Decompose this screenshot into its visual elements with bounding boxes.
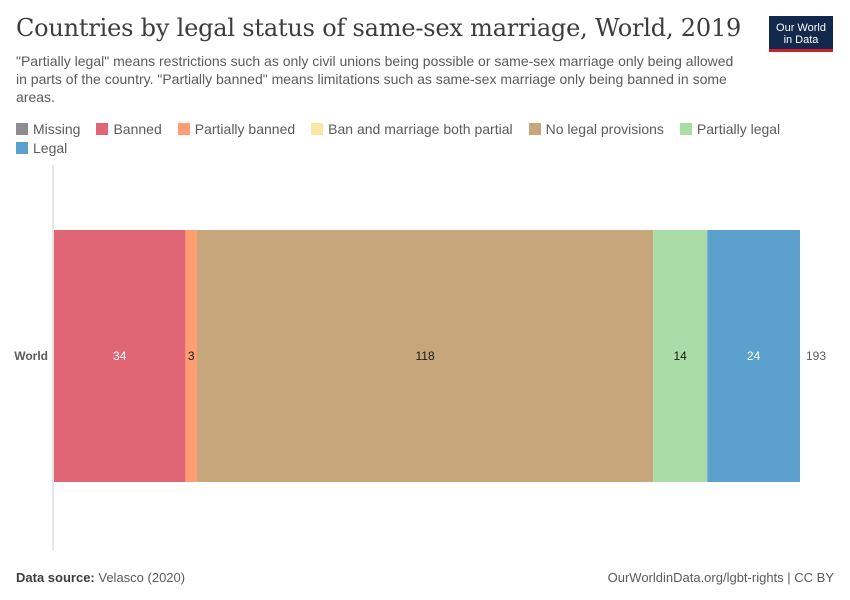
data-label: 14 [673, 349, 687, 363]
data-label: 3 [188, 349, 195, 363]
legend-item[interactable]: Legal [16, 139, 67, 156]
chart-subtitle: "Partially legal" means restrictions suc… [16, 53, 734, 105]
legend-swatch [177, 122, 190, 135]
stacked-bar-chart: World 34 3 118 14 24 193 [14, 165, 826, 550]
data-label: 34 [113, 349, 127, 363]
legend-swatch [96, 122, 109, 135]
legend-label: Partially banned [194, 120, 296, 137]
legend-label: Partially legal [696, 120, 781, 137]
chart-title: Countries by legal status of same-sex ma… [16, 14, 742, 42]
owid-logo[interactable]: Our World in Data [769, 16, 833, 52]
bar-segment [707, 230, 800, 482]
legend-swatch [311, 122, 324, 135]
data-source-value[interactable]: Velasco (2020) [98, 570, 186, 585]
chart-legend: Missing Banned Partially banned Ban and mar… [16, 120, 816, 156]
legend-label: No legal provisions [545, 120, 664, 137]
bar-segment [653, 230, 708, 482]
legend-item[interactable]: Ban and marriage both partial [311, 120, 513, 137]
logo-line-2: in Data [783, 34, 819, 46]
data-source-label: Data source: [16, 570, 95, 585]
legend-item[interactable]: Partially legal [679, 120, 781, 137]
legend-label: Legal [33, 139, 68, 156]
logo-line-1: Our World [776, 22, 826, 34]
total-label: 193 [806, 349, 826, 363]
credit-link[interactable]: OurWorldinData.org/lgbt-rights | CC BY [607, 570, 834, 585]
legend-item[interactable]: No legal provisions [528, 120, 664, 137]
bar-segment [185, 230, 198, 482]
legend-swatch [679, 122, 692, 135]
category-label: World [14, 349, 48, 363]
legend-swatch [16, 141, 28, 154]
legend-label: Missing [33, 120, 81, 137]
data-label: 24 [747, 349, 761, 363]
legend-item[interactable]: Banned [96, 120, 162, 137]
legend-label: Ban and marriage both partial [328, 120, 513, 137]
legend-swatch [16, 122, 28, 135]
bar-segment [197, 230, 654, 482]
data-source: Data source: Velasco (2020) [16, 570, 185, 585]
legend-item[interactable]: Partially banned [177, 120, 296, 137]
legend-label: Banned [113, 120, 162, 137]
legend-item[interactable]: Missing [16, 120, 80, 137]
data-label: 118 [415, 349, 434, 363]
bar-segment [54, 230, 186, 482]
legend-swatch [528, 122, 541, 135]
